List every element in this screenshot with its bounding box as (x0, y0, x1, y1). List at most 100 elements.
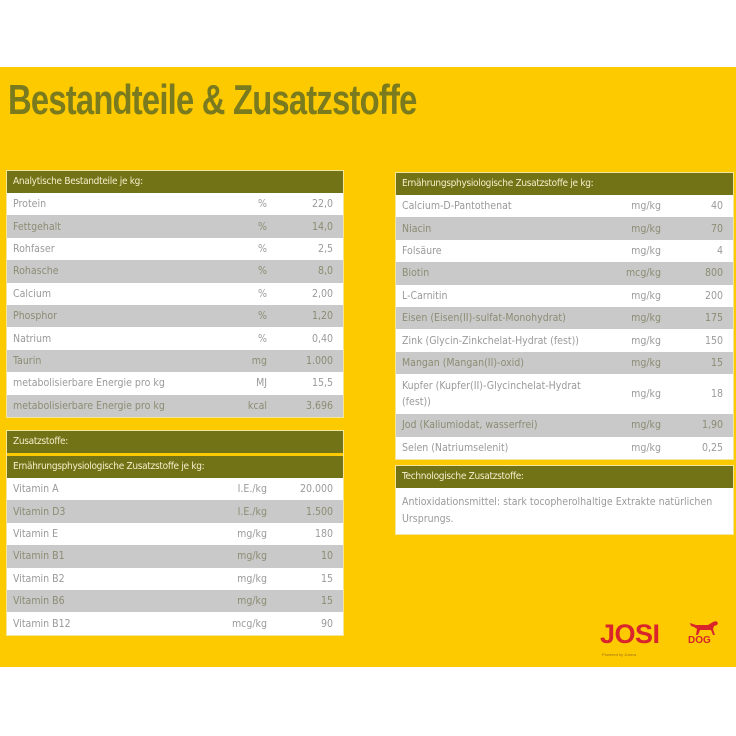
row-unit: mg/kg (237, 595, 267, 608)
row-unit: % (258, 287, 267, 300)
table-row: Kupfer (Kupfer(II)-Glycinchelat-Hydrat (… (396, 374, 733, 414)
row-name: Vitamin D3 (13, 505, 66, 518)
technological-header: Technologische Zusatzstoffe: (396, 466, 733, 488)
logo-tagline: Powered by Josera (602, 652, 637, 657)
row-value: 1,20 (311, 310, 333, 323)
row-unit: mcg/kg (231, 617, 267, 630)
row-name: Rohasche (13, 265, 59, 278)
row-unit: mg/kg (631, 289, 661, 302)
table-row: Zink (Glycin-Zinkchelat-Hydrat (fest)) mg… (396, 329, 733, 351)
row-name: Natrium (13, 332, 52, 345)
row-name: metabolisierbare Energie pro kg (13, 399, 165, 412)
table-row: Rohasche% 8,0 (7, 260, 343, 283)
additives-left-rows: Vitamin A I.E./kg 20.000 Vitamin D3 I.E./kg 1… (7, 478, 343, 635)
row-name: Taurin (13, 354, 42, 367)
row-unit: MJ (256, 377, 267, 390)
row-name: Calcium (13, 287, 52, 300)
table-row: Selen (Natriumselenit) mg/kg 0,25 (396, 437, 733, 459)
table-row: Natrium% 0,40 (7, 327, 343, 349)
row-unit: mg/kg (631, 200, 661, 213)
row-value: 40 (710, 200, 723, 213)
row-name: Phosphor (13, 310, 58, 323)
row-name: L-Carnitin (402, 289, 448, 302)
row-name: Eisen (Eisen(II)-sulfat-Monohydrat) (402, 312, 566, 325)
row-name: metabolisierbare Energie pro kg (13, 377, 165, 390)
table-row: Phosphor% 1,20 (7, 304, 343, 328)
row-name: Fettgehalt (13, 220, 61, 233)
analytical-header: Analytische Bestandteile je kg: (7, 171, 343, 193)
row-name: Biotin (402, 267, 430, 280)
row-value: 15 (320, 595, 333, 608)
row-name: Vitamin B12 (13, 617, 71, 630)
row-unit: % (258, 332, 267, 345)
row-value: 8,0 (317, 265, 333, 278)
table-row: metabolisierbare Energie pro kg kcal 3.696 (7, 394, 343, 417)
row-name: Vitamin B1 (13, 550, 65, 563)
row-name: Zink (Glycin-Zinkchelat-Hydrat (fest)) (402, 334, 579, 347)
row-unit: mg/kg (631, 419, 661, 432)
row-value: 800 (704, 267, 723, 280)
row-value: 3.696 (305, 399, 333, 412)
row-unit: % (258, 242, 267, 255)
row-value: 10 (320, 550, 333, 563)
row-unit: % (258, 310, 267, 323)
row-value: 180 (314, 527, 333, 540)
technological-table: Technologische Zusatzstoffe: Antioxidati… (395, 465, 734, 535)
row-value: 70 (710, 222, 723, 235)
row-value: 15 (320, 572, 333, 585)
row-name: Vitamin B6 (13, 595, 65, 608)
row-unit: % (258, 220, 267, 233)
row-unit: mcg/kg (625, 267, 661, 280)
row-unit: mg/kg (237, 527, 267, 540)
row-name: Protein (13, 198, 47, 211)
table-row: L-Carnitin mg/kg 200 (396, 285, 733, 307)
additives-subheader: Ernährungsphysiologische Zusatzstoffe je… (7, 453, 343, 478)
row-unit: mg/kg (631, 244, 661, 257)
row-value: 2,00 (311, 287, 333, 300)
row-unit: % (258, 198, 267, 211)
page-title: Bestandteile & Zusatzstoffe (8, 76, 417, 123)
table-row: Taurin mg 1.000 (7, 349, 343, 373)
row-value: 4 (716, 244, 723, 257)
row-value: 15 (710, 356, 723, 369)
row-value: 0,40 (311, 332, 333, 345)
row-value: 1.000 (305, 354, 333, 367)
analytical-table: Analytische Bestandteile je kg: Protein%… (6, 170, 344, 418)
logo-brand: JOSI (600, 619, 660, 649)
row-unit: mg (251, 354, 267, 367)
table-row: Protein% 22,0 (7, 193, 343, 215)
row-name: Niacin (402, 222, 432, 235)
row-name: Folsäure (402, 244, 442, 257)
row-unit: I.E./kg (237, 483, 267, 496)
row-unit: I.E./kg (237, 505, 267, 518)
row-unit: mg/kg (631, 441, 661, 454)
row-name: Vitamin A (13, 483, 59, 496)
table-row: Fettgehalt% 14,0 (7, 215, 343, 238)
table-row: Vitamin A I.E./kg 20.000 (7, 478, 343, 500)
row-value: 18 (710, 388, 723, 401)
row-name: Selen (Natriumselenit) (402, 441, 509, 454)
row-unit: mg/kg (237, 572, 267, 585)
row-unit: mg/kg (631, 388, 661, 401)
table-row: Vitamin E mg/kg 180 (7, 523, 343, 545)
row-value: 200 (704, 289, 723, 302)
row-name: Kupfer (Kupfer(II)-Glycinchelat-Hydrat (… (402, 380, 581, 409)
row-name: Calcium-D-Pantothenat (402, 200, 512, 213)
row-value: 14,0 (311, 220, 333, 233)
dog-icon (690, 621, 718, 635)
additives-right-table: Ernährungsphysiologische Zusatzstoffe je… (395, 172, 734, 460)
row-unit: % (258, 265, 267, 278)
analytical-rows: Protein% 22,0 Fettgehalt% 14,0 Rohfaser% 2,5 R… (7, 193, 343, 417)
row-value: 1,90 (701, 419, 723, 432)
row-name: Jod (Kaliumiodat, wasserfrei) (402, 419, 538, 432)
table-row: Vitamin B2 mg/kg 15 (7, 568, 343, 590)
row-value: 15,5 (311, 377, 333, 390)
row-value: 0,25 (701, 441, 723, 454)
row-value: 175 (704, 312, 723, 325)
table-row: Folsäure mg/kg 4 (396, 240, 733, 262)
table-row: Niacin mg/kg 70 (396, 217, 733, 240)
row-value: 22,0 (311, 198, 333, 211)
table-row: Jod (Kaliumiodat, wasserfrei) mg/kg 1,90 (396, 414, 733, 437)
additives-right-rows: Calcium-D-Pantothenat mg/kg 40 Niacin mg/kg 7… (396, 195, 733, 459)
row-unit: mg/kg (631, 222, 661, 235)
